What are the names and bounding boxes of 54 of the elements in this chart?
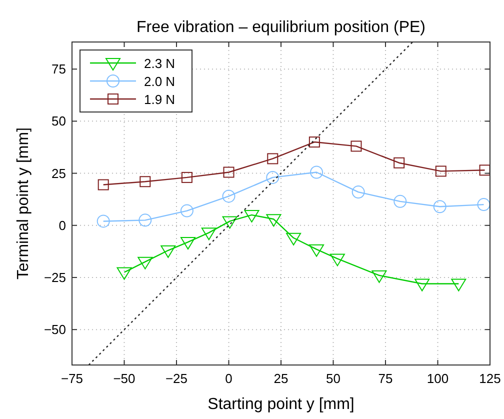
point: [394, 194, 407, 208]
point: [181, 172, 192, 183]
point: [96, 214, 110, 228]
x-tick-label: 75: [378, 371, 393, 386]
x-axis-title: Starting point y [mm]: [208, 396, 354, 413]
x-tick-label: 0: [225, 371, 232, 386]
point: [201, 228, 216, 240]
point: [352, 186, 365, 199]
point: [310, 166, 324, 179]
y-axis-title: Terminal point y [mm]: [15, 127, 32, 280]
x-tick-label: −75: [60, 371, 84, 386]
x-tick-label: 25: [274, 371, 288, 386]
x-tick-label: 100: [426, 371, 449, 386]
x-tick-label: 125: [479, 371, 501, 386]
y-tick-label: −50: [44, 322, 66, 338]
point: [138, 256, 153, 270]
point: [223, 166, 234, 178]
y-tick-label: 0: [58, 218, 66, 233]
point: [180, 237, 196, 250]
point: [222, 216, 238, 229]
point: [244, 210, 260, 222]
y-tick-label: 50: [52, 114, 66, 129]
point: [372, 270, 387, 283]
legend-label: 2.0 N: [144, 74, 176, 89]
point: [309, 244, 324, 257]
point: [98, 179, 109, 190]
point: [116, 267, 132, 280]
point: [180, 204, 194, 218]
point: [222, 190, 236, 203]
point: [266, 170, 280, 184]
legend-label: 1.9 N: [144, 92, 176, 107]
point: [414, 278, 430, 292]
point: [477, 198, 490, 212]
point: [330, 254, 345, 266]
point: [138, 214, 152, 227]
x-tick-label: −50: [113, 371, 136, 386]
point: [308, 136, 320, 148]
point: [435, 166, 446, 177]
chart-title: Free vibration – equilibrium position (PE): [136, 19, 426, 36]
point: [160, 245, 176, 258]
point: [140, 176, 151, 188]
point: [433, 200, 446, 214]
x-tick-label: −25: [165, 371, 188, 386]
point: [394, 157, 405, 168]
y-tick-label: 25: [52, 166, 66, 181]
point: [286, 232, 302, 246]
point: [451, 278, 466, 292]
point: [267, 153, 278, 164]
point: [350, 140, 362, 152]
legend-label: 2.3 N: [144, 56, 176, 71]
point: [266, 214, 282, 227]
x-tick-label: 50: [326, 371, 340, 386]
y-tick-label: 75: [52, 62, 66, 77]
y-tick-label: −25: [44, 270, 66, 285]
